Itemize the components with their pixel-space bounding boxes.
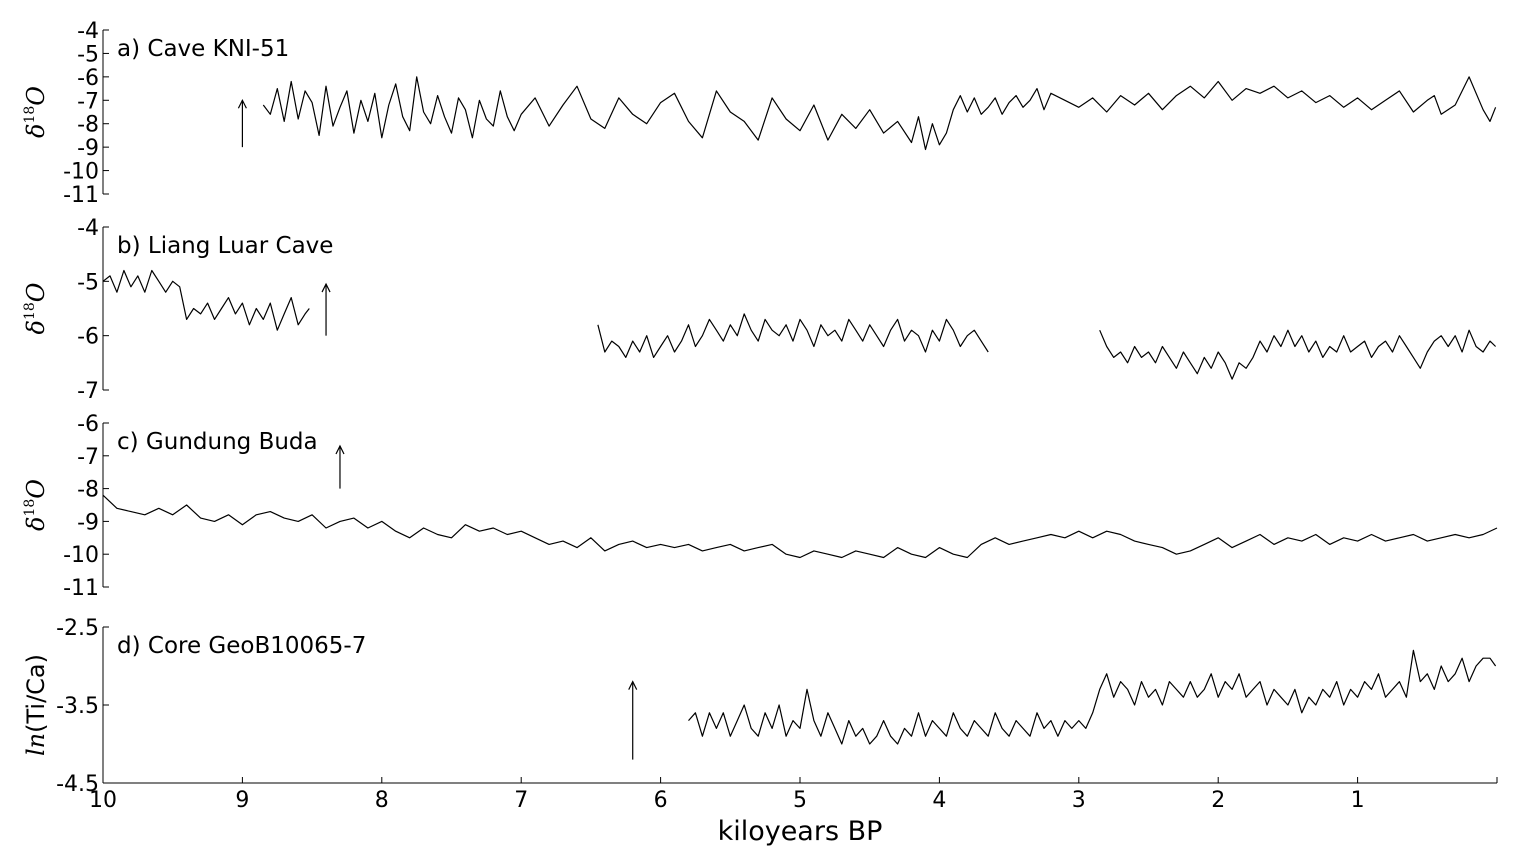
x-tick-label: 5: [793, 788, 807, 813]
y-tick-label: -10: [63, 160, 99, 185]
y-tick-label: -9: [77, 510, 99, 535]
series-line-1: [102, 494, 1498, 559]
y-axis-label-tail: O: [22, 282, 50, 302]
panel-title: c) Gundung Buda: [117, 429, 318, 455]
panel-3: -6 -7 -8 -9 -10 -11 c) Gundung Buda δ18O: [22, 412, 1498, 601]
y-axis-label-tail: (Ti/Ca): [22, 654, 50, 733]
arrow-marker: [321, 282, 331, 336]
x-axis: 10 9 8 7 6 5 4 3 2 1: [89, 777, 1498, 813]
panel-title: b) Liang Luar Cave: [117, 233, 333, 259]
y-axis-label-sup: 18: [22, 106, 38, 124]
y-tick-label: -4: [77, 216, 99, 241]
y-axis-label: δ18O: [22, 479, 50, 531]
y-tick-label: -9: [77, 136, 99, 161]
y-axis-label-base: δ: [22, 124, 50, 138]
x-tick-label: 8: [375, 788, 389, 813]
y-tick-label: -7: [77, 445, 99, 470]
series-line-3: [1099, 329, 1497, 380]
y-tick-label: -5: [77, 270, 99, 295]
y-axis-label-base: ln: [22, 733, 50, 756]
y-tick-label: -7: [77, 379, 99, 404]
arrow-marker: [237, 98, 247, 148]
y-tick-label: -8: [77, 478, 99, 503]
y-tick-label: -8: [77, 113, 99, 138]
y-axis-label: δ18O: [22, 282, 50, 334]
y-axis-label-sup: 18: [22, 499, 38, 517]
x-tick-label: 6: [654, 788, 668, 813]
y-axis-label-tail: O: [22, 479, 50, 499]
y-axis-label-base: δ: [22, 517, 50, 531]
series-line-1: [102, 269, 310, 331]
y-tick-label: -6: [77, 412, 99, 437]
x-axis-label: kiloyears BP: [718, 816, 883, 847]
y-tick-label: -5: [77, 42, 99, 67]
x-tick-label: 7: [514, 788, 528, 813]
y-tick-label: -3.5: [56, 694, 99, 719]
y-axis-label-sup: 18: [22, 302, 38, 320]
y-tick-label: -4.5: [56, 772, 99, 797]
y-axis-label-tail: O: [22, 86, 50, 106]
y-tick-label: -7: [77, 89, 99, 114]
x-tick-label: 3: [1072, 788, 1086, 813]
series-line-1: [688, 649, 1497, 745]
y-tick-label: -6: [77, 66, 99, 91]
panel-4: -2.5 -3.5 -4.5 d) Core GeoB10065-7 ln(Ti/Ca): [22, 616, 1497, 797]
y-axis-label: ln(Ti/Ca): [22, 654, 50, 756]
y-tick-label: -4: [77, 19, 99, 44]
panel-title: d) Core GeoB10065-7: [117, 633, 366, 659]
y-tick-label: -10: [63, 543, 99, 568]
panel-2: -4 -5 -6 -7 b) Liang Luar Cave δ18O: [22, 216, 1497, 404]
y-axis-label-base: δ: [22, 320, 50, 334]
x-tick-label: 2: [1211, 788, 1225, 813]
x-tick-label: 9: [235, 788, 249, 813]
arrow-marker: [335, 444, 345, 489]
y-tick-label: -6: [77, 325, 99, 350]
x-tick-label: 10: [89, 788, 117, 813]
panel-1: -4-5-6-7-8-9-10-11 a) Cave KNI-51 δ18O: [22, 19, 1497, 208]
y-axis-label: δ18O: [22, 86, 50, 138]
series-line-2: [597, 313, 989, 358]
x-tick-label: 4: [932, 788, 946, 813]
x-tick-label: 1: [1351, 788, 1365, 813]
y-tick-label: -11: [63, 576, 99, 601]
y-tick-label: -11: [63, 183, 99, 208]
arrow-marker: [628, 680, 638, 760]
series-line-1: [262, 76, 1497, 151]
panels: -4-5-6-7-8-9-10-11a) Cave KNI-51δ18O-4-5…: [22, 19, 1498, 797]
panel-title: a) Cave KNI-51: [117, 36, 289, 62]
y-tick-label: -2.5: [56, 616, 99, 641]
